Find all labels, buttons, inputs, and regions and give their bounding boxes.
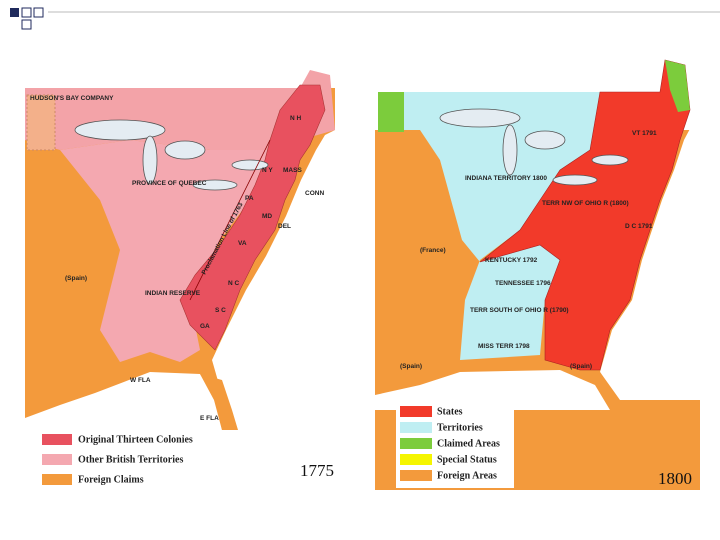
ocean — [600, 110, 700, 400]
bullet-square — [21, 7, 32, 18]
states — [479, 59, 691, 371]
map-label: PROVINCE OF QUEBEC — [132, 180, 207, 187]
map-label: INDIAN RESERVE — [145, 290, 201, 297]
ocean — [212, 130, 335, 430]
map-label: MD — [262, 213, 272, 220]
legend-swatch — [42, 474, 72, 485]
map-label: PA — [245, 195, 254, 202]
map-label: (Spain) — [570, 363, 592, 370]
lake — [192, 179, 238, 191]
map-label: CONN — [305, 190, 324, 197]
legend-swatch — [400, 454, 432, 465]
thirteen-colonies — [179, 84, 326, 351]
map-year: 1775 — [300, 461, 334, 480]
legend-swatch — [400, 470, 432, 481]
bullet-square — [10, 8, 19, 17]
map-label: MASS — [283, 167, 302, 174]
bullet-square — [21, 19, 32, 30]
territories — [404, 92, 600, 360]
maine-claimed — [665, 60, 690, 112]
legend-swatch — [400, 406, 432, 417]
legend-label: Foreign Claims — [78, 474, 144, 485]
map-label: MISS TERR 1798 — [478, 343, 530, 350]
map-label: TERR SOUTH OF OHIO R (1790) — [470, 307, 569, 314]
map-label: (Spain) — [400, 363, 422, 370]
lake — [524, 130, 566, 150]
legend-label: States — [437, 406, 463, 417]
lake — [591, 154, 629, 166]
map-label: VT 1791 — [632, 130, 657, 137]
map-label: (France) — [420, 247, 446, 254]
map-label: TENNESSEE 1796 — [495, 280, 551, 287]
map-label: (Spain) — [65, 275, 87, 282]
map-label: N H — [290, 115, 302, 122]
legend-swatch — [400, 422, 432, 433]
map-label: HUDSON'S BAY COMPANY — [30, 95, 114, 102]
legend-label: Original Thirteen Colonies — [78, 434, 193, 445]
map-label: W FLA — [130, 377, 151, 384]
map-label: GA — [200, 323, 210, 330]
legend-label: Other British Territories — [78, 454, 183, 465]
legend-swatch — [400, 438, 432, 449]
bullet-square — [33, 7, 44, 18]
legend-label: Claimed Areas — [437, 438, 500, 449]
map-label: S C — [215, 307, 226, 314]
map-1800: INDIANA TERRITORY 1800 TERR NW OF OHIO R… — [375, 59, 700, 490]
map-year: 1800 — [658, 469, 692, 488]
lake — [164, 140, 206, 160]
map-label: KENTUCKY 1792 — [485, 257, 538, 264]
legend-label: Foreign Areas — [437, 470, 497, 481]
lake — [439, 108, 521, 128]
legend-swatch — [42, 454, 72, 465]
map-label: VA — [238, 240, 247, 247]
british-territories — [60, 140, 280, 362]
legend-label: Special Status — [437, 454, 497, 465]
map-label: TERR NW OF OHIO R (1800) — [542, 200, 629, 207]
claimed-area — [378, 92, 404, 132]
map-label: E FLA — [200, 415, 219, 422]
map-label: INDIANA TERRITORY 1800 — [465, 175, 547, 182]
map-label: N C — [228, 280, 240, 287]
florida — [560, 370, 625, 410]
map-label: D C 1791 — [625, 223, 653, 230]
gulf — [25, 372, 222, 430]
lake — [552, 174, 598, 186]
map-label: N Y — [262, 167, 273, 174]
gulf — [375, 370, 620, 410]
legend-label: Territories — [437, 422, 483, 433]
lake — [142, 135, 158, 185]
lake — [74, 119, 166, 141]
lake — [502, 124, 518, 176]
map-label: DEL — [278, 223, 291, 230]
proclamation-line — [189, 139, 271, 301]
hudson-bay-area — [26, 94, 56, 151]
legend-swatch — [42, 434, 72, 445]
map-1775: HUDSON'S BAY COMPANY PROVINCE OF QUEBEC … — [25, 70, 335, 485]
florida — [200, 374, 238, 430]
